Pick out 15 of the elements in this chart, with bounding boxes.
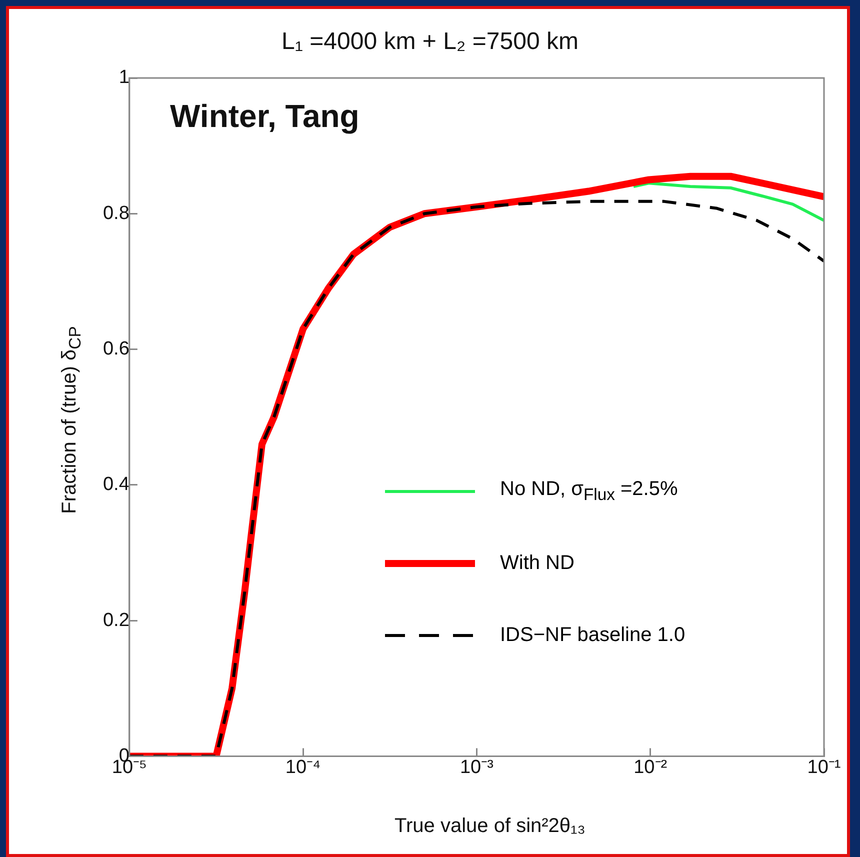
x-tick-label: 10⁻² [634,756,668,778]
x-axis-title: True value of sin²2θ₁₃ [394,815,586,838]
legend-label: With ND [500,552,574,574]
chart-title: L₁ =4000 km + L₂ =7500 km [280,28,580,56]
legend-label: IDS−NF baseline 1.0 [500,624,686,646]
y-tick-label: 0.8 [102,202,130,224]
annotation: Winter, Tang [170,98,360,135]
y-tick-label: 0.6 [102,338,130,360]
y-tick-label: 0.4 [102,474,130,496]
legend-label: No ND, σ$_{Flux}$ =2.5% [500,478,678,504]
x-tick-label: 10⁻⁴ [285,756,321,778]
y-tick-label: 0.2 [102,610,130,631]
y-tick-label: 1 [118,67,130,88]
x-tick-label: 10⁻³ [460,756,494,778]
x-tick-label: 10⁻¹ [807,756,841,778]
